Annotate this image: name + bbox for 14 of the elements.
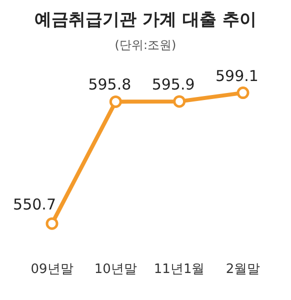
data-label: 550.7 <box>13 196 56 214</box>
data-label: 595.9 <box>152 75 195 94</box>
x-tick-label: 11년1월 <box>154 262 205 278</box>
chart-subtitle: (단위:조원) <box>114 37 178 54</box>
point <box>173 95 186 108</box>
data-label: 595.8 <box>88 76 132 94</box>
point <box>46 217 58 230</box>
point <box>109 95 122 108</box>
x-tick-label: 09년말 <box>30 262 74 278</box>
chart-title: 예금취급기관 가계 대출 추이 <box>34 9 258 31</box>
x-tick-label: 10년말 <box>94 262 137 278</box>
x-tick-label: 2월말 <box>226 262 260 278</box>
data-label: 599.1 <box>216 66 258 85</box>
point <box>236 86 250 100</box>
